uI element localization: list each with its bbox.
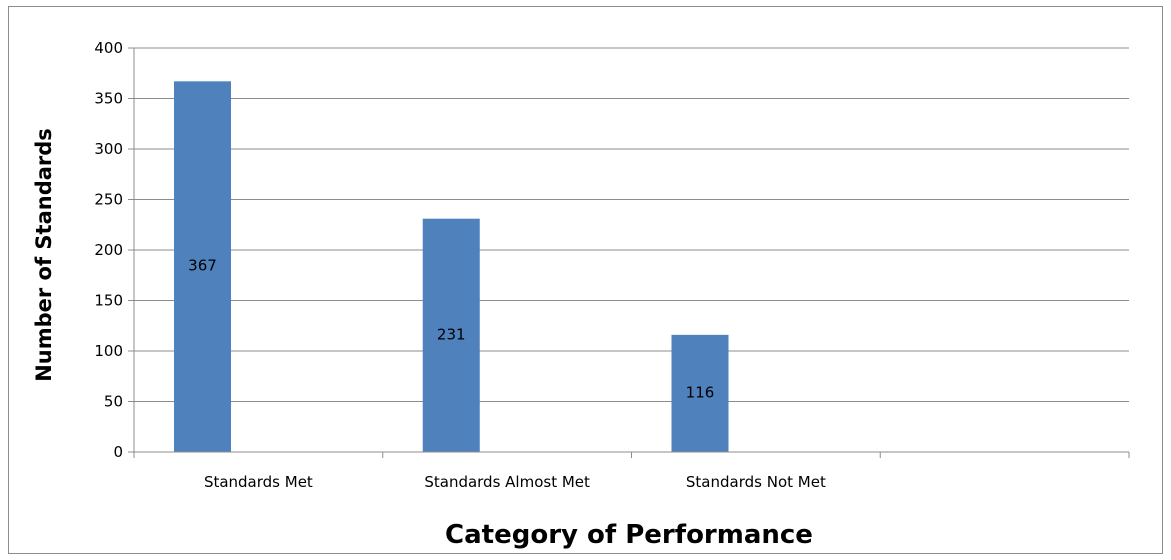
y-tick-label: 0 — [113, 443, 123, 461]
axes — [128, 47, 1130, 458]
bars — [174, 81, 729, 452]
y-axis-title: Number of Standards — [32, 128, 56, 382]
x-axis-title: Category of Performance — [445, 520, 813, 550]
x-tick-label: Standards Almost Met — [424, 473, 590, 491]
data-labels: 367 231 116 — [188, 257, 714, 402]
data-label: 116 — [686, 383, 715, 401]
y-tick-label: 350 — [94, 90, 123, 108]
x-tick-label: Standards Not Met — [686, 473, 826, 491]
bar — [671, 334, 729, 452]
y-tick-label: 200 — [94, 241, 123, 259]
bar — [174, 81, 231, 452]
y-tick-labels: 0 50 100 150 200 250 300 350 400 — [94, 39, 123, 461]
x-tick-labels: Standards Met Standards Almost Met Standar… — [204, 473, 826, 491]
data-label: 367 — [188, 257, 217, 275]
y-tick-label: 250 — [94, 191, 123, 209]
bar — [422, 218, 480, 452]
y-tick-label: 150 — [94, 292, 123, 310]
y-tick-label: 50 — [104, 393, 123, 411]
y-tick-label: 100 — [94, 342, 123, 360]
gridlines — [134, 47, 1129, 402]
data-label: 231 — [437, 325, 466, 343]
y-tick-label: 300 — [94, 140, 123, 158]
x-tick-label: Standards Met — [204, 473, 313, 491]
y-tick-label: 400 — [94, 39, 123, 57]
